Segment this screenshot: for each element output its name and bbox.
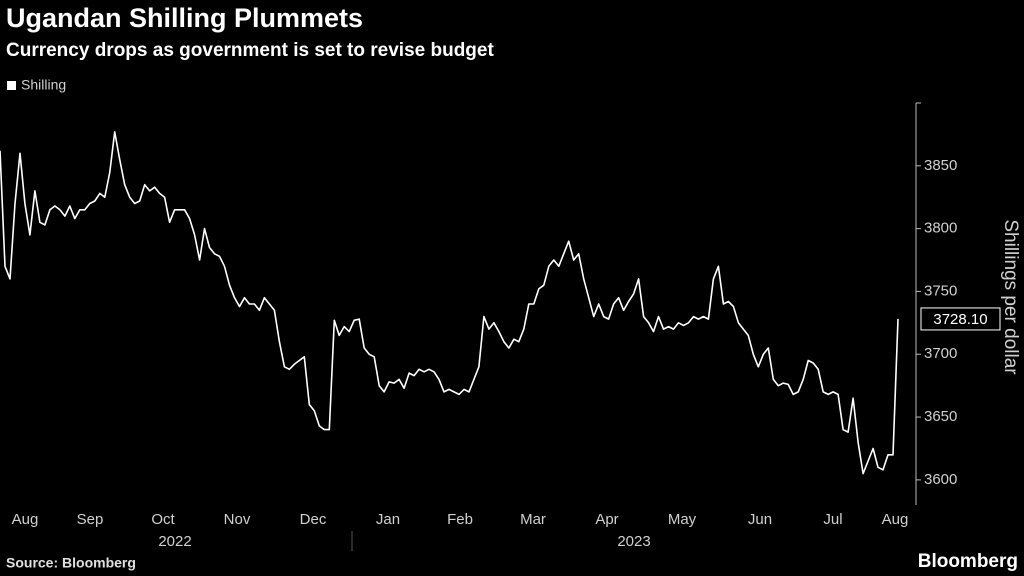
x-tick-label: Dec [300, 511, 327, 528]
legend-label: Shilling [21, 77, 66, 93]
y-tick-label: 3800 [924, 220, 957, 237]
y-tick-label: 3750 [924, 282, 957, 299]
x-tick-label: Jan [376, 511, 400, 528]
x-tick-label: Sep [77, 511, 104, 528]
year-label: 2022 [158, 533, 191, 550]
x-tick-label: Nov [224, 511, 251, 528]
y-tick-label: 3600 [924, 471, 957, 488]
x-tick-label: Apr [595, 511, 618, 528]
x-tick-label: Feb [447, 511, 473, 528]
x-tick-label: Jul [823, 511, 842, 528]
x-tick-label: Oct [151, 511, 175, 528]
y-tick-label: 3700 [924, 345, 957, 362]
year-label: 2023 [617, 533, 650, 550]
x-tick-label: Aug [12, 511, 39, 528]
x-tick-label: Jun [748, 511, 772, 528]
x-tick-label: Mar [520, 511, 546, 528]
end-label: 3728.10 [933, 311, 987, 328]
line-series [0, 131, 899, 475]
y-axis-title: Shillings per dollar [1000, 219, 1021, 375]
chart-subtitle: Currency drops as government is set to r… [6, 40, 494, 61]
brand: Bloomberg [918, 551, 1018, 572]
y-tick-label: 3850 [924, 157, 957, 174]
legend-swatch [7, 81, 16, 90]
end-label-box [920, 307, 1001, 331]
y-tick-label: 3650 [924, 408, 957, 425]
chart-title: Ugandan Shilling Plummets [6, 3, 363, 33]
x-tick-label: May [668, 511, 697, 528]
x-tick-label: Aug [882, 511, 909, 528]
source: Source: Bloomberg [6, 555, 136, 571]
